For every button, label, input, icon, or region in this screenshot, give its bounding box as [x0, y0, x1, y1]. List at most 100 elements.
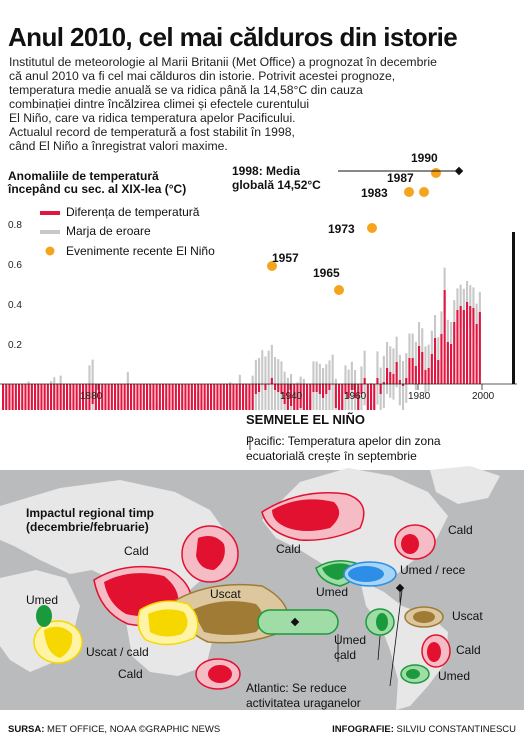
atlantic-marker — [395, 583, 405, 593]
regional-title: Impactul regional timp (decembrie/februar… — [26, 506, 154, 534]
bar — [235, 384, 238, 424]
leader-line — [377, 635, 381, 661]
legend-label-error: Marja de eroare — [66, 224, 151, 238]
bar — [242, 384, 245, 430]
label-us-southeast-cold: Umed / rece — [400, 563, 466, 577]
chart-title-line-2: începând cu sec. al XIX-lea (°C) — [7, 182, 186, 196]
bar — [398, 380, 401, 384]
intro-line: că anul 2010 va fi cel mai călduros din … — [9, 69, 396, 83]
bar — [43, 384, 46, 434]
bar — [411, 358, 414, 384]
leader-line — [389, 589, 403, 687]
bar — [274, 384, 277, 390]
legend-label-bar: Diferența de temperatură — [66, 205, 200, 219]
bar — [190, 384, 193, 426]
bar — [50, 384, 53, 428]
bar — [91, 384, 94, 404]
land-eurasia — [0, 480, 230, 596]
bar — [456, 310, 459, 384]
label-se-asia-warm: Cald — [124, 544, 149, 558]
pacific-note: Pacific: Temperatura apelor din zona ecua… — [246, 434, 441, 463]
bar — [350, 384, 353, 390]
bar — [251, 384, 254, 410]
bar — [392, 374, 395, 384]
y-tick-label: 0.6 — [8, 260, 22, 271]
legend-swatch-bar — [40, 211, 60, 215]
bar — [197, 384, 200, 430]
bar — [472, 308, 475, 384]
x-tick-label: 1980 — [408, 391, 431, 402]
x-tick-label: 2000 — [472, 391, 495, 402]
bar — [226, 384, 229, 434]
bar — [286, 384, 289, 410]
label-argentina-wet: Umed — [438, 669, 470, 683]
region-canada-warm-core — [272, 499, 340, 531]
bar — [302, 384, 305, 410]
bar — [344, 384, 347, 394]
bar — [382, 382, 385, 384]
label-east-us-warm: Cald — [448, 523, 473, 537]
intro-text: Institutul de meteorologie al Marii Brit… — [9, 55, 509, 153]
bar — [245, 384, 248, 422]
region-brazil-dry-core — [413, 611, 435, 623]
intro-line: combinației dintre încălzirea climei și … — [9, 97, 310, 111]
elnino-year-label: 1987 — [387, 171, 414, 185]
bar — [30, 384, 33, 434]
infographic-credit: INFOGRAFIE: SILVIU CONSTANTINESCU — [332, 724, 516, 735]
bar — [328, 384, 331, 390]
label-us-south-wet: Umed — [316, 585, 348, 599]
bar — [405, 378, 408, 384]
bar — [126, 384, 129, 414]
annotation-1998-marker — [454, 166, 464, 176]
elnino-marker — [431, 168, 441, 178]
bar — [450, 344, 453, 384]
bar — [360, 384, 363, 394]
bar — [283, 384, 286, 404]
bar — [27, 384, 30, 430]
label-australia-dry: Uscat — [210, 587, 241, 601]
bar — [338, 384, 341, 418]
intro-line: Institutul de meteorologie al Marii Brit… — [9, 55, 437, 69]
intro-line: El Niño, care va ridica temperatura apel… — [9, 111, 296, 125]
region-central-america-wet-core — [376, 613, 388, 631]
bar — [414, 366, 417, 384]
bar — [475, 324, 478, 384]
y-tick-label: 0.8 — [8, 220, 22, 231]
bar — [354, 384, 357, 398]
source-credit: SURSA: MET OFFICE, NOAA ©GRAPHIC NEWS — [8, 724, 221, 735]
label-nz-warm: Cald — [118, 667, 143, 681]
bar — [376, 378, 379, 384]
elnino-year-label: 1973 — [328, 222, 355, 236]
bar — [334, 384, 337, 408]
bar — [430, 354, 433, 384]
bar — [408, 358, 411, 384]
map-heading: SEMNELE EL NIÑO — [246, 412, 365, 427]
region-sa-warm-core — [427, 642, 441, 662]
bar — [277, 384, 280, 392]
y-tick-label: 0.4 — [8, 300, 22, 311]
bar — [162, 384, 165, 430]
region-us-southeast-cold-core — [348, 566, 384, 582]
bar — [238, 384, 241, 410]
bar — [424, 370, 427, 384]
bar — [88, 384, 91, 410]
bar — [56, 384, 59, 430]
elnino-year-label: 1990 — [411, 151, 438, 165]
bar — [322, 384, 325, 398]
label-brazil-dry: Uscat — [452, 609, 483, 623]
bar — [402, 384, 405, 386]
label-east-africa-wet: Umed — [26, 593, 58, 607]
elnino-marker — [267, 261, 277, 271]
bar — [469, 306, 472, 384]
bar — [318, 384, 321, 394]
bar — [389, 372, 392, 384]
bar — [379, 384, 382, 394]
pacific-marker — [290, 617, 300, 627]
intro-line: când El Niño a înregistrat valori maxime… — [9, 139, 228, 153]
bar — [299, 384, 302, 408]
bar — [453, 322, 456, 384]
elnino-marker — [419, 187, 429, 197]
bar — [373, 384, 376, 428]
chart-lower-area — [0, 410, 524, 470]
